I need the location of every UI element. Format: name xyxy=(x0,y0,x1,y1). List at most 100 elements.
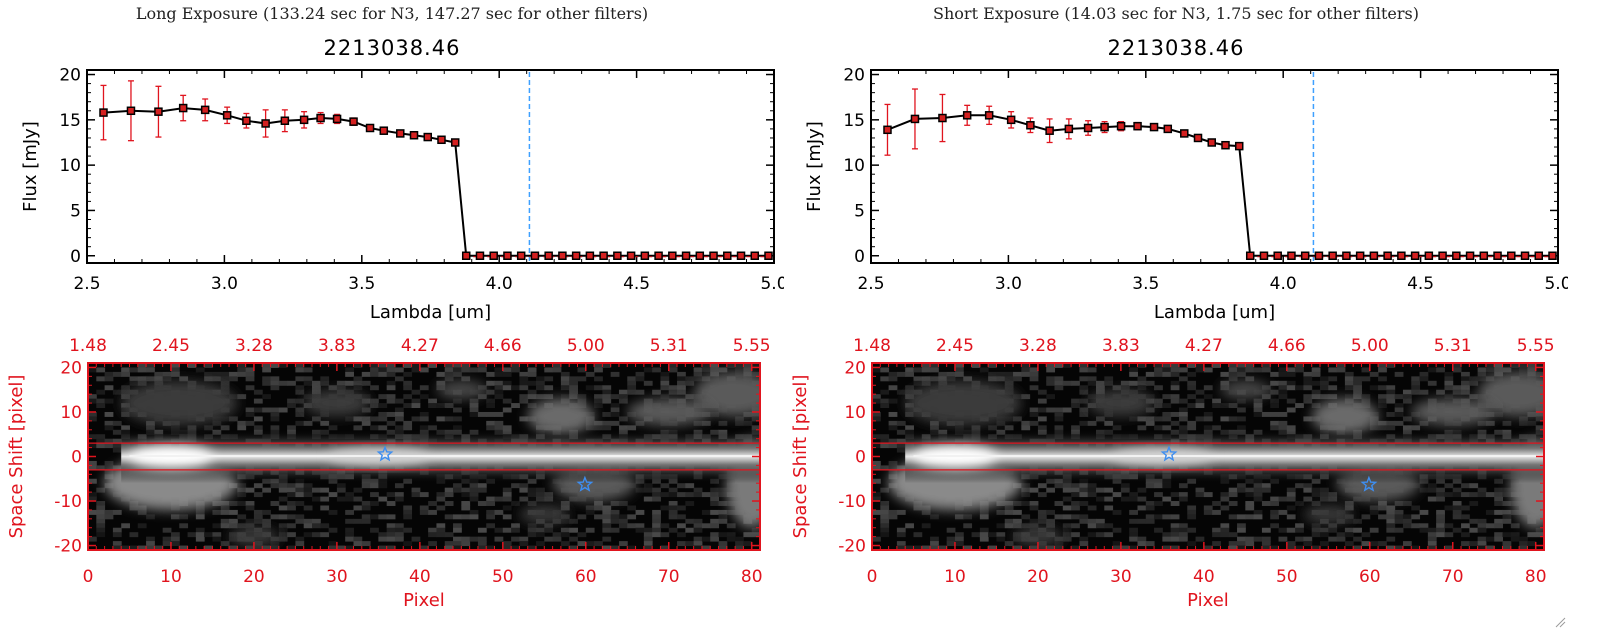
noise-pixel xyxy=(1320,532,1329,538)
noise-pixel xyxy=(1154,527,1163,533)
noise-pixel xyxy=(963,514,973,520)
noise-pixel xyxy=(1087,367,1097,373)
data-point xyxy=(938,113,947,123)
data-point xyxy=(668,251,677,261)
noise-pixel xyxy=(1037,509,1047,515)
noise-pixel xyxy=(212,532,222,538)
noise-pixel xyxy=(1029,420,1039,426)
noise-pixel xyxy=(635,389,645,395)
noise-pixel xyxy=(361,380,371,386)
noise-pixel xyxy=(1037,407,1047,413)
noise-pixel xyxy=(930,514,939,520)
data-point xyxy=(1424,251,1434,261)
noise-pixel xyxy=(461,492,471,498)
noise-pixel xyxy=(1112,492,1122,498)
noise-pixel xyxy=(1469,501,1479,506)
noise-pixel xyxy=(1519,416,1528,422)
noise-pixel xyxy=(237,487,247,493)
noise-pixel xyxy=(403,371,413,377)
noise-pixel xyxy=(486,411,496,417)
y-tick-label: -10 xyxy=(54,492,82,512)
noise-pixel xyxy=(1162,496,1172,502)
image-blob xyxy=(121,380,238,426)
resize-grip-icon[interactable] xyxy=(1554,616,1566,628)
noise-pixel xyxy=(888,398,898,404)
noise-pixel xyxy=(1485,371,1495,377)
noise-pixel xyxy=(1477,487,1487,493)
noise-pixel xyxy=(1378,514,1387,520)
noise-pixel xyxy=(1054,363,1064,368)
noise-pixel xyxy=(1386,523,1396,529)
noise-pixel xyxy=(253,483,263,489)
noise-pixel xyxy=(1228,514,1238,520)
noise-pixel xyxy=(394,367,404,373)
noise-pixel xyxy=(996,420,1006,426)
noise-pixel xyxy=(394,496,404,502)
noise-pixel xyxy=(1096,385,1105,391)
noise-pixel xyxy=(652,518,661,524)
noise-pixel xyxy=(888,514,898,520)
noise-pixel xyxy=(137,523,147,529)
noise-pixel xyxy=(1303,376,1313,382)
noise-pixel xyxy=(1270,380,1280,386)
noise-pixel xyxy=(370,514,379,520)
noise-pixel xyxy=(453,527,462,533)
noise-pixel xyxy=(394,376,404,382)
noise-pixel xyxy=(195,367,205,373)
y-axis-label: Flux [mJy] xyxy=(804,121,825,212)
data-point xyxy=(489,251,498,261)
data-point xyxy=(222,111,232,120)
x-axis-label: Pixel xyxy=(403,590,445,611)
noise-pixel xyxy=(204,371,213,377)
noise-pixel xyxy=(220,416,230,422)
noise-pixel xyxy=(1402,425,1412,431)
noise-pixel xyxy=(1278,420,1288,426)
noise-pixel xyxy=(1270,509,1280,515)
noise-pixel xyxy=(602,398,612,404)
noise-pixel xyxy=(1278,411,1288,417)
noise-pixel xyxy=(1270,389,1280,395)
noise-pixel xyxy=(1253,487,1263,493)
noise-pixel xyxy=(1187,394,1197,400)
noise-pixel xyxy=(1394,420,1404,426)
noise-pixel xyxy=(1029,487,1039,493)
noise-pixel xyxy=(585,385,595,391)
noise-pixel xyxy=(137,367,147,373)
noise-pixel xyxy=(1154,492,1163,498)
noise-pixel xyxy=(1286,545,1296,550)
y-tick-label: 15 xyxy=(843,111,865,131)
noise-pixel xyxy=(1311,527,1321,533)
noise-pixel xyxy=(1237,545,1246,550)
noise-pixel xyxy=(1054,545,1064,550)
top-tick-label: 3.83 xyxy=(1102,336,1140,356)
noise-pixel xyxy=(1237,416,1246,422)
noise-pixel xyxy=(312,532,321,538)
noise-pixel xyxy=(303,523,313,529)
noise-pixel xyxy=(913,505,923,511)
noise-pixel xyxy=(436,505,446,511)
noise-pixel xyxy=(1245,492,1255,498)
noise-pixel xyxy=(253,492,263,498)
noise-pixel xyxy=(1402,501,1412,506)
noise-pixel xyxy=(1203,545,1213,550)
noise-pixel xyxy=(1237,523,1246,529)
noise-pixel xyxy=(1402,416,1412,422)
noise-pixel xyxy=(469,367,479,373)
noise-pixel xyxy=(1162,545,1172,550)
noise-pixel xyxy=(1178,532,1188,538)
noise-pixel xyxy=(336,385,346,391)
noise-pixel xyxy=(378,367,388,373)
noise-pixel xyxy=(1162,371,1172,377)
noise-pixel xyxy=(436,403,446,409)
noise-pixel xyxy=(494,385,504,391)
noise-pixel xyxy=(411,389,421,395)
noise-pixel xyxy=(1162,411,1172,417)
noise-pixel xyxy=(1079,420,1089,426)
noise-pixel xyxy=(693,492,703,498)
noise-pixel xyxy=(287,380,296,386)
noise-pixel xyxy=(1178,425,1188,431)
noise-pixel xyxy=(336,380,346,386)
spectrum-frame xyxy=(870,69,1559,264)
noise-pixel xyxy=(1096,523,1105,529)
noise-pixel xyxy=(312,380,321,386)
